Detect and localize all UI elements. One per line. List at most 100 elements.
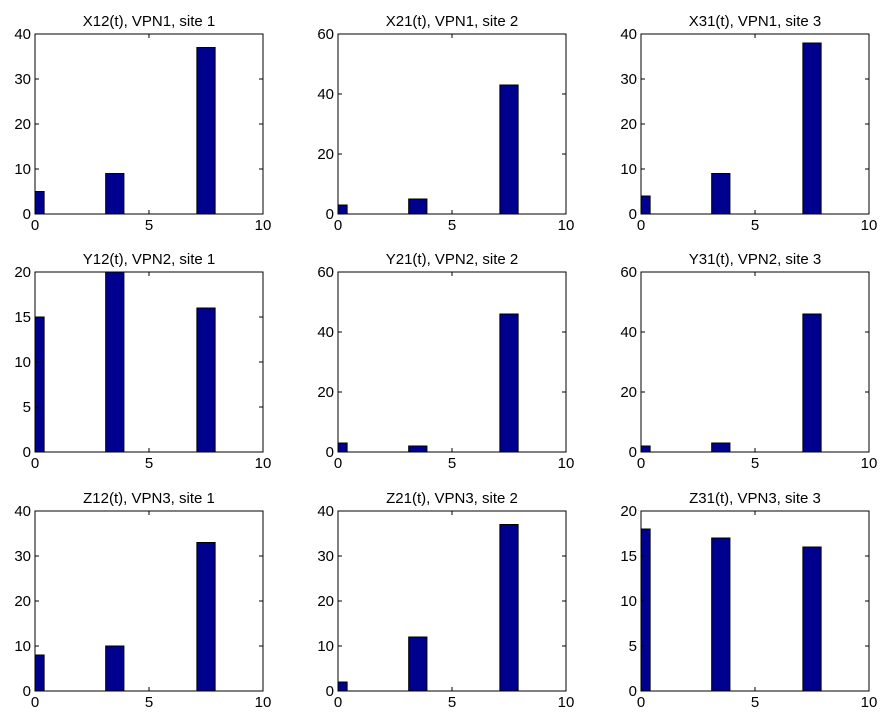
bar	[34, 316, 45, 453]
x-tick-label: 0	[334, 694, 342, 711]
y-tick-label: 0	[23, 683, 31, 700]
x-tick-label: 5	[145, 455, 153, 472]
y-tick-label: 40	[317, 86, 334, 103]
plot-area	[338, 34, 566, 214]
bar	[802, 546, 822, 692]
y-tick-label: 20	[14, 264, 31, 281]
y-tick-label: 20	[14, 116, 31, 133]
bar	[408, 198, 428, 215]
bar	[196, 47, 216, 215]
y-tick-label: 10	[620, 161, 637, 178]
subplot-title: X21(t), VPN1, site 2	[386, 13, 519, 30]
x-tick-label: 5	[145, 694, 153, 711]
x-tick-label: 0	[31, 455, 39, 472]
y-tick-label: 20	[317, 146, 334, 163]
y-tick-label: 15	[620, 548, 637, 565]
x-tick-label: 10	[255, 455, 272, 472]
bar	[34, 654, 45, 692]
bar	[711, 537, 731, 692]
x-tick-label: 10	[558, 217, 575, 234]
x-tick-label: 5	[751, 455, 759, 472]
bar	[196, 542, 216, 692]
y-tick-label: 40	[14, 26, 31, 43]
subplot-4: 0 5 10 0 5 10 15 20 Y12(t), VPN2, site 1	[14, 251, 271, 472]
plot-area	[641, 511, 869, 691]
y-tick-label: 60	[620, 264, 637, 281]
y-tick-label: 0	[326, 683, 334, 700]
subplot-title: Y31(t), VPN2, site 3	[689, 251, 822, 268]
bar	[499, 313, 519, 453]
x-tick-label: 0	[31, 217, 39, 234]
subplot-title: Z21(t), VPN3, site 2	[386, 490, 518, 507]
y-tick-label: 0	[326, 206, 334, 223]
bar	[499, 524, 519, 692]
subplot-2: 0 5 10 0 20 40 60 X21(t), VPN1, site 2	[317, 13, 574, 234]
bar	[802, 42, 822, 215]
subplot-title: X12(t), VPN1, site 1	[83, 13, 216, 30]
bar	[640, 195, 651, 215]
x-tick-label: 10	[861, 217, 878, 234]
x-tick-label: 5	[448, 455, 456, 472]
y-tick-label: 40	[620, 26, 637, 43]
subplot-6: 0 5 10 0 20 40 60 Y31(t), VPN2, site 3	[620, 251, 877, 472]
plot-area	[338, 511, 566, 691]
bar	[196, 307, 216, 453]
y-tick-label: 0	[23, 206, 31, 223]
plot-area	[641, 34, 869, 214]
y-tick-label: 0	[629, 444, 637, 461]
x-tick-label: 0	[334, 455, 342, 472]
bar	[640, 528, 651, 692]
y-tick-label: 20	[620, 384, 637, 401]
bar	[34, 191, 45, 215]
x-tick-label: 10	[861, 455, 878, 472]
y-tick-label: 40	[317, 503, 334, 520]
y-tick-label: 20	[620, 503, 637, 520]
x-tick-label: 0	[334, 217, 342, 234]
bar	[337, 681, 348, 692]
bar	[337, 442, 348, 453]
bar	[640, 445, 651, 453]
y-tick-label: 40	[14, 503, 31, 520]
y-tick-label: 20	[620, 116, 637, 133]
y-tick-label: 5	[23, 399, 31, 416]
y-tick-label: 30	[317, 548, 334, 565]
bar	[711, 173, 731, 215]
subplot-title: Y21(t), VPN2, site 2	[386, 251, 519, 268]
x-tick-label: 10	[558, 455, 575, 472]
bar	[408, 636, 428, 692]
subplot-title: X31(t), VPN1, site 3	[689, 13, 822, 30]
y-tick-label: 30	[14, 71, 31, 88]
y-tick-label: 10	[14, 354, 31, 371]
bars	[34, 47, 216, 215]
subplot-title: Z31(t), VPN3, site 3	[689, 490, 821, 507]
y-tick-label: 15	[14, 309, 31, 326]
plot-area	[641, 272, 869, 452]
y-tick-label: 10	[14, 638, 31, 655]
bar	[802, 313, 822, 453]
y-tick-label: 10	[620, 593, 637, 610]
y-tick-label: 60	[317, 26, 334, 43]
x-tick-label: 0	[637, 455, 645, 472]
subplot-3: 0 5 10 0 10 20 30 40 X31(t), VPN1, site 3	[620, 13, 877, 234]
y-tick-label: 60	[317, 264, 334, 281]
x-tick-label: 10	[255, 217, 272, 234]
subplot-5: 0 5 10 0 20 40 60 Y21(t), VPN2, site 2	[317, 251, 574, 472]
x-tick-label: 5	[145, 217, 153, 234]
bars	[34, 542, 216, 692]
y-tick-label: 30	[14, 548, 31, 565]
x-tick-label: 0	[637, 217, 645, 234]
y-tick-label: 0	[629, 683, 637, 700]
plot-area	[35, 34, 263, 214]
plot-area	[338, 272, 566, 452]
y-tick-label: 10	[317, 638, 334, 655]
subplot-title: Y12(t), VPN2, site 1	[83, 251, 216, 268]
x-tick-label: 10	[255, 694, 272, 711]
bar	[105, 645, 125, 692]
x-tick-label: 0	[637, 694, 645, 711]
y-tick-label: 0	[23, 444, 31, 461]
x-tick-label: 5	[448, 694, 456, 711]
x-tick-label: 5	[751, 694, 759, 711]
subplot-8: 0 5 10 0 10 20 30 40 Z21(t), VPN3, site 2	[317, 490, 574, 711]
bar	[337, 204, 348, 215]
